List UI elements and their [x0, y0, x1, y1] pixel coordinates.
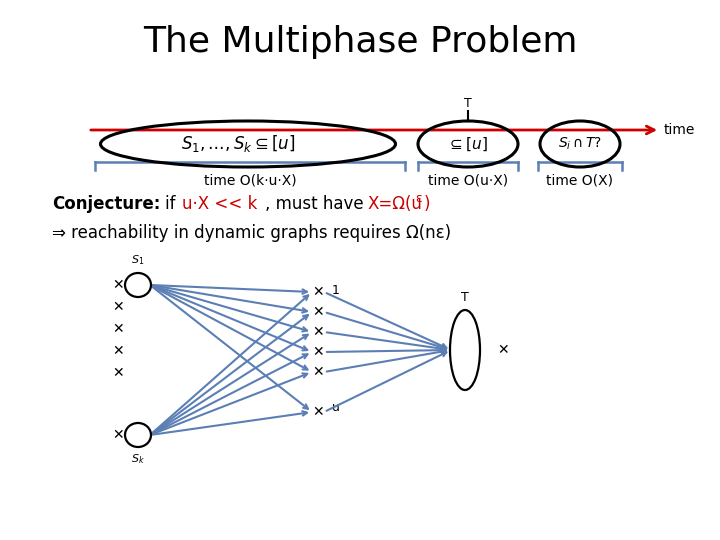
Text: if: if — [165, 195, 181, 213]
Text: ✕: ✕ — [112, 278, 124, 292]
Text: ✕: ✕ — [112, 322, 124, 336]
Text: X=Ω(u: X=Ω(u — [368, 195, 423, 213]
Text: ✕: ✕ — [112, 428, 124, 442]
Text: time O(k·u·X): time O(k·u·X) — [204, 174, 297, 188]
Text: ✕: ✕ — [312, 325, 324, 339]
Text: time: time — [664, 123, 696, 137]
Text: $S_1, \ldots, S_k \subseteq [u]$: $S_1, \ldots, S_k \subseteq [u]$ — [181, 133, 295, 154]
Text: ✕: ✕ — [312, 405, 324, 419]
Text: $S_1$: $S_1$ — [131, 253, 145, 267]
Text: ✕: ✕ — [312, 345, 324, 359]
Text: ✕: ✕ — [312, 305, 324, 319]
Text: The Multiphase Problem: The Multiphase Problem — [143, 25, 577, 59]
Text: Conjecture:: Conjecture: — [52, 195, 161, 213]
Text: 1: 1 — [332, 284, 340, 296]
Text: ✕: ✕ — [312, 365, 324, 379]
Text: ✕: ✕ — [112, 366, 124, 380]
Text: ✕: ✕ — [112, 300, 124, 314]
Text: ✕: ✕ — [312, 285, 324, 299]
Text: $S_i \cap T?$: $S_i \cap T?$ — [558, 136, 602, 152]
Text: time O(u·X): time O(u·X) — [428, 174, 508, 188]
Text: $S_k$: $S_k$ — [131, 452, 145, 466]
Text: ✕: ✕ — [498, 343, 509, 357]
Text: ⇒ reachability in dynamic graphs requires Ω(nε): ⇒ reachability in dynamic graphs require… — [52, 224, 451, 242]
Text: u: u — [332, 401, 340, 414]
Text: , must have: , must have — [265, 195, 369, 213]
Text: $\subseteq [u]$: $\subseteq [u]$ — [448, 136, 488, 153]
Text: ✕: ✕ — [112, 344, 124, 358]
Text: ε: ε — [415, 192, 422, 206]
Text: time O(X): time O(X) — [546, 174, 613, 188]
Text: u·X << k: u·X << k — [182, 195, 257, 213]
Text: T: T — [461, 291, 469, 304]
Text: T: T — [464, 97, 472, 110]
Text: ): ) — [424, 195, 431, 213]
